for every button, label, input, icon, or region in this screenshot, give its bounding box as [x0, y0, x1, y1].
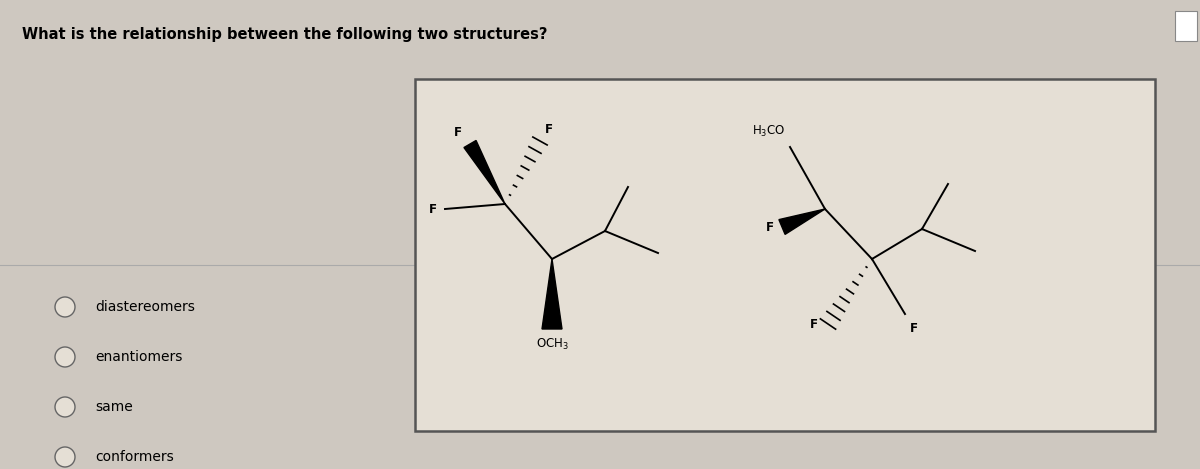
Text: What is the relationship between the following two structures?: What is the relationship between the fol…	[22, 27, 547, 42]
Polygon shape	[464, 141, 505, 204]
Circle shape	[55, 447, 74, 467]
Text: F: F	[545, 123, 553, 136]
Polygon shape	[779, 209, 826, 234]
Text: OCH$_3$: OCH$_3$	[535, 337, 569, 352]
Text: H$_3$CO: H$_3$CO	[751, 124, 785, 139]
Text: F: F	[910, 322, 918, 335]
Circle shape	[55, 397, 74, 417]
Text: F: F	[810, 318, 818, 331]
Polygon shape	[542, 259, 562, 329]
Text: same: same	[95, 400, 133, 414]
Bar	[1175, 11, 1198, 41]
Text: F: F	[766, 220, 774, 234]
Circle shape	[55, 347, 74, 367]
Text: conformers: conformers	[95, 450, 174, 464]
Bar	[415, 79, 1154, 431]
Text: 1: 1	[1181, 17, 1188, 27]
Circle shape	[55, 297, 74, 317]
Text: F: F	[454, 126, 462, 139]
Text: F: F	[430, 203, 437, 215]
Text: diastereomers: diastereomers	[95, 300, 194, 314]
Text: enantiomers: enantiomers	[95, 350, 182, 364]
